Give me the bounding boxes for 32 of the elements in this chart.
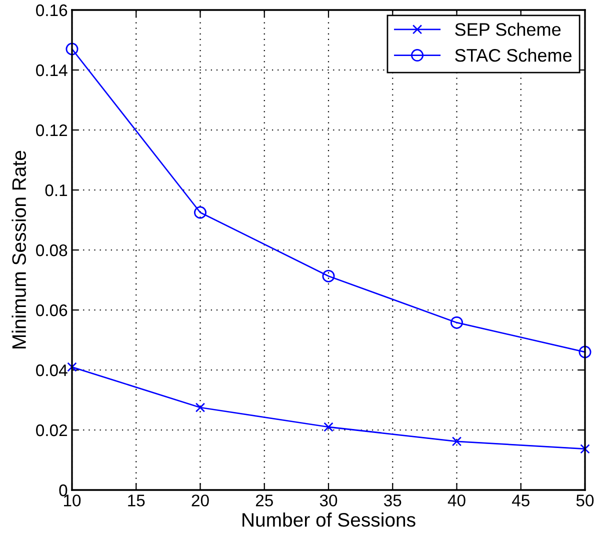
x-tick-label: 50	[576, 494, 594, 506]
y-tick-label: 0.12	[36, 124, 67, 136]
y-axis-title: Minimum Session Rate	[12, 150, 26, 348]
point	[452, 436, 462, 446]
y-tick-label: 0	[59, 484, 68, 496]
point	[194, 206, 206, 219]
x-tick-label: 30	[320, 494, 338, 506]
legend-label: STAC Scheme	[455, 48, 572, 62]
y-tick-label: 0.1	[45, 184, 68, 196]
point	[66, 42, 78, 56]
x-tick-label: 45	[512, 494, 530, 506]
point	[450, 316, 463, 329]
y-tick-label: 0.02	[36, 424, 67, 436]
point	[195, 402, 206, 412]
y-tick-label: 0.08	[36, 244, 68, 256]
y-tick-label: 0.04	[36, 364, 68, 376]
y-tick-label: 0.06	[36, 304, 68, 316]
point	[578, 346, 592, 358]
y-tick-label: 0.14	[36, 64, 68, 76]
x-tick-label: 20	[192, 494, 209, 506]
y-tick-label: 0.16	[36, 4, 68, 16]
point	[322, 270, 335, 282]
x-tick-label: 35	[384, 494, 402, 506]
point	[67, 362, 77, 372]
legend-label: SEP Scheme	[455, 22, 561, 36]
x-tick-label: 40	[448, 494, 466, 506]
x-axis-title: Number of Sessions	[242, 512, 416, 527]
x-tick-label: 10	[64, 494, 81, 506]
point	[580, 444, 590, 454]
x-tick-label: 15	[128, 494, 145, 506]
point	[324, 422, 334, 432]
x-tick-label: 25	[256, 494, 273, 506]
